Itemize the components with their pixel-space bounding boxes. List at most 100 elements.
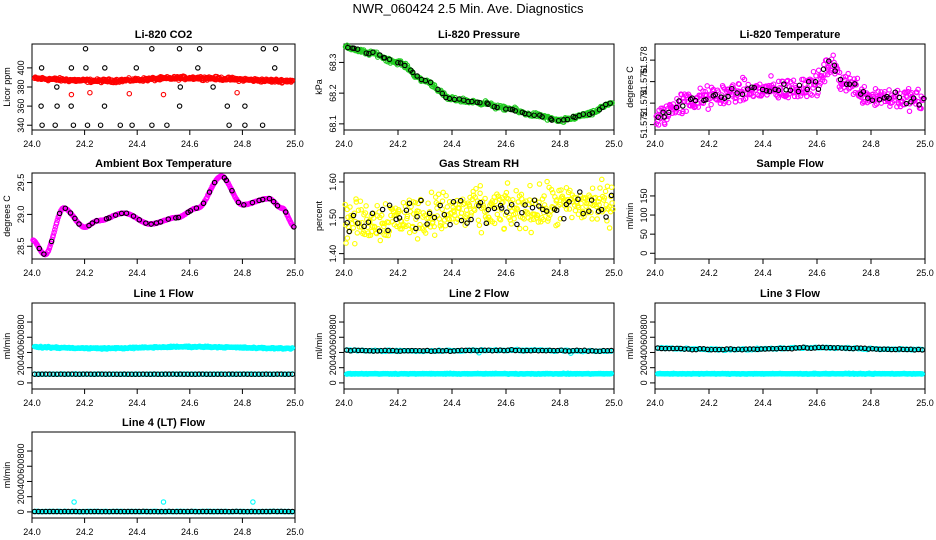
data-point [39,371,45,377]
data-point [176,46,183,52]
data-point [226,122,232,128]
y-tick-label: 400 [16,474,26,489]
series-cyan [31,343,296,352]
data-point [655,122,662,128]
data-point [541,193,547,199]
data-point [43,371,49,377]
data-point [819,344,826,351]
x-tick-label: 24.8 [862,398,880,408]
data-point [376,228,383,234]
data-point [133,65,140,71]
plot-frame [343,302,615,390]
data-point [673,104,680,111]
data-point [365,224,371,231]
data-point [754,346,761,353]
chart-title: Li-820 CO2 [135,29,192,41]
data-point [259,196,266,203]
data-point [56,210,63,217]
x-tick-label: 24.0 [646,398,664,408]
x-tick-label: 24.6 [808,398,826,408]
data-point [409,347,415,354]
data-point [173,508,180,515]
y-tick-label: 68.3 [328,54,338,72]
y-tick-label: 100 [639,208,649,223]
data-point [442,222,449,229]
data-point [594,216,600,222]
data-point [188,371,195,377]
data-point [149,122,155,128]
data-point [282,209,289,215]
data-point [842,73,849,80]
data-point [437,202,443,209]
data-point [593,348,599,354]
data-point [795,88,802,95]
data-point [369,210,376,217]
data-point [431,232,438,238]
data-point [485,347,492,353]
y-tick-label: 600 [639,330,649,345]
data-point [363,50,370,56]
data-point [242,122,248,128]
y-tick-label: 340 [16,118,26,133]
data-point [173,215,179,221]
data-point [416,347,423,354]
y-tick-label: 68.1 [328,115,338,133]
data-point [915,86,921,93]
chart-panel: Ambient Box Temperature 24.0 24.2 24.4 24.6 2… [2,158,304,278]
x-tick-label: 24.0 [23,139,41,149]
data-point [463,207,470,213]
data-point [511,215,517,222]
data-point [492,198,498,205]
data-point [695,104,702,110]
data-point [233,371,240,377]
data-point [704,346,711,353]
data-point [241,371,247,377]
data-point [365,219,372,225]
data-point [477,199,484,206]
data-point [609,100,615,106]
data-point [472,194,478,201]
data-point [700,100,707,106]
data-point [404,213,411,220]
data-point [244,371,251,377]
data-point [242,103,248,109]
data-point [38,103,44,109]
data-point [781,81,787,87]
x-tick-label: 24.4 [754,268,772,278]
data-point [427,79,434,86]
data-point [72,371,79,377]
data-point [607,100,613,106]
data-point [130,213,137,219]
data-point [851,76,857,82]
data-point [76,221,82,227]
data-point [839,345,845,351]
chart-panel: Li-820 Pressure 24.0 24.2 24.4 24.6 24.8 25.0 6… [314,29,623,149]
data-point [478,229,485,236]
y-tick-label: 200 [639,360,649,375]
data-point [129,122,135,128]
data-point [554,347,561,354]
chart-panel: Li-820 CO2 24.0 24.2 24.4 24.6 24.8 25.0 340 360… [2,29,304,149]
chart-title: Line 3 Flow [760,288,820,300]
data-point [226,508,232,515]
data-point [919,347,926,353]
data-point [604,348,611,354]
data-point [718,94,724,100]
x-tick-label: 25.0 [916,139,934,149]
data-point [106,508,113,515]
data-point [132,371,139,377]
data-point [54,371,60,377]
data-point [406,200,413,207]
data-point [274,508,281,515]
data-point [722,99,729,105]
data-point [455,347,461,354]
data-point [886,87,892,93]
data-point [84,371,90,377]
data-point [574,347,580,354]
data-point [558,187,564,193]
data-point [534,212,541,219]
data-point [563,185,570,191]
x-tick-label: 24.8 [234,398,252,408]
data-point [31,508,38,515]
data-point [106,371,113,377]
